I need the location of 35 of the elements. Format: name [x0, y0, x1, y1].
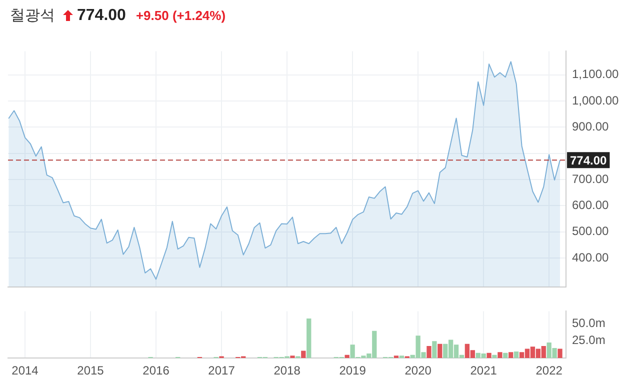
bar [558, 348, 562, 358]
y-tick-label: 400.00 [572, 250, 610, 264]
bar [492, 354, 497, 358]
bar [301, 350, 306, 358]
x-tick-label: 2017 [208, 364, 236, 378]
x-tick-label: 2015 [77, 364, 104, 378]
x-tick-label: 2021 [470, 364, 498, 378]
y-tick-label: 500.00 [572, 224, 610, 238]
y-tick-label: 25.0m [572, 333, 606, 348]
bar [514, 351, 519, 358]
y-tick-label: 1,100.00 [572, 67, 620, 82]
x-tick-label: 2016 [142, 364, 170, 378]
bar [344, 354, 350, 358]
chart-title: 철광석 [10, 6, 55, 25]
x-tick-label: 2020 [404, 364, 432, 378]
x-tick-label: 2018 [274, 364, 301, 378]
ref-line-label: 774.00 [570, 153, 608, 168]
bar [508, 352, 514, 358]
bar [306, 318, 312, 358]
y-tick-label: 700.00 [572, 172, 610, 186]
bar [503, 352, 508, 358]
x-tick-label: 2019 [339, 364, 366, 378]
y-tick-label: 1,000.00 [572, 93, 620, 108]
bar [432, 341, 437, 358]
chart-subtitle: 774.00 [77, 6, 126, 24]
bar [486, 352, 492, 358]
text: +9.50 (+1.24%) [136, 8, 226, 23]
x-tick-label: 2014 [12, 364, 39, 378]
y-tick-label: 900.00 [572, 119, 610, 134]
bar [426, 346, 432, 358]
y-tick-label: 50.0m [572, 316, 606, 330]
x-tick-label: 2022 [536, 364, 563, 378]
bar [498, 352, 502, 358]
bar [438, 344, 442, 358]
y-tick-label: 600.00 [572, 198, 610, 212]
